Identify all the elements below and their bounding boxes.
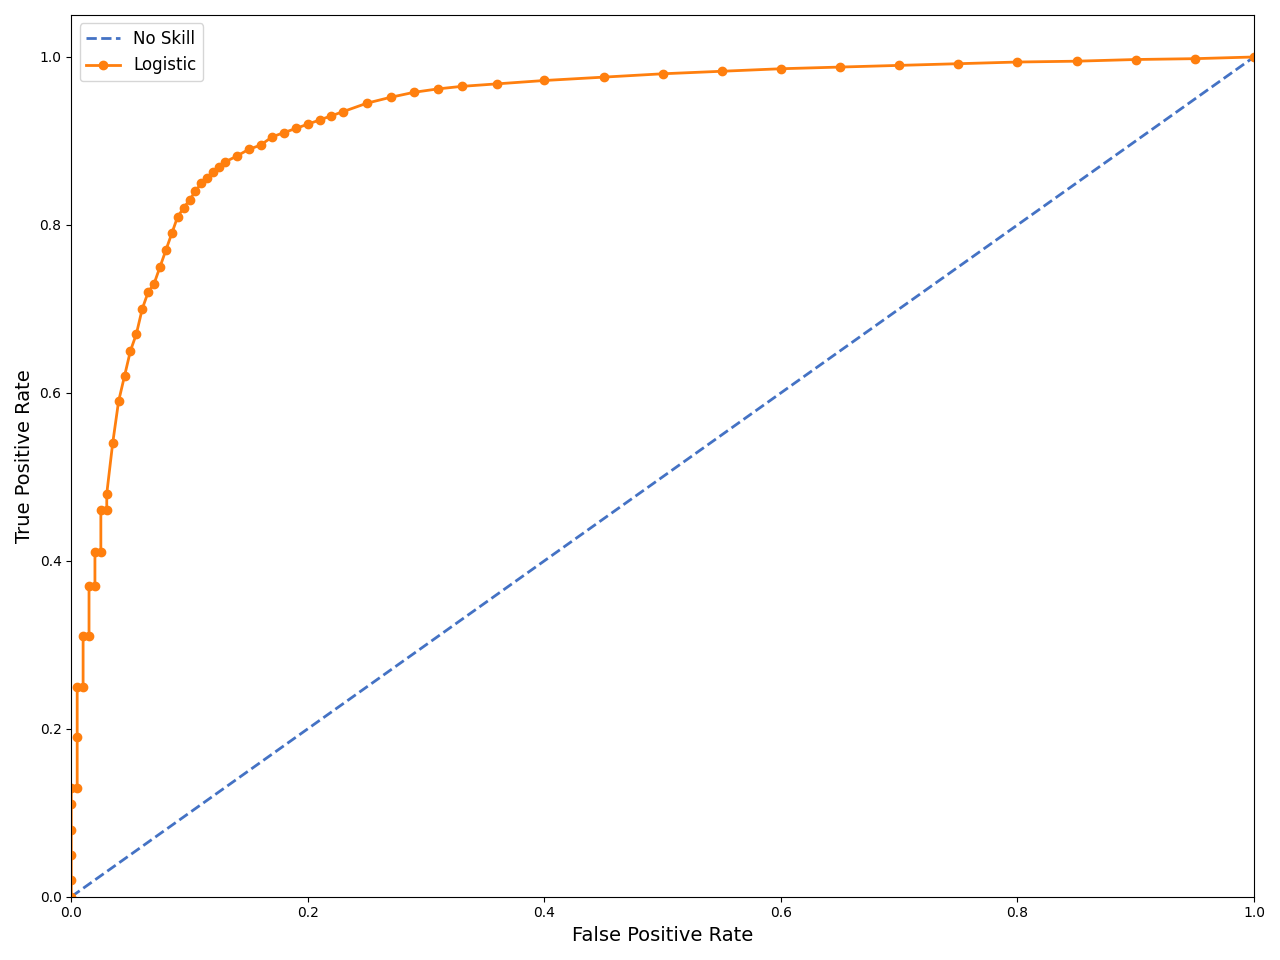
Logistic bbox=[93, 505, 109, 516]
Logistic bbox=[1247, 51, 1262, 62]
X-axis label: False Positive Rate: False Positive Rate bbox=[572, 926, 753, 945]
Logistic bbox=[832, 61, 847, 73]
Logistic bbox=[93, 546, 109, 558]
Y-axis label: True Positive Rate: True Positive Rate bbox=[15, 369, 35, 542]
Logistic bbox=[1128, 54, 1143, 65]
Logistic bbox=[229, 151, 244, 162]
Logistic bbox=[218, 156, 233, 168]
Line: Logistic: Logistic bbox=[67, 53, 1258, 900]
Legend: No Skill, Logistic: No Skill, Logistic bbox=[79, 23, 202, 81]
Logistic bbox=[64, 891, 79, 902]
